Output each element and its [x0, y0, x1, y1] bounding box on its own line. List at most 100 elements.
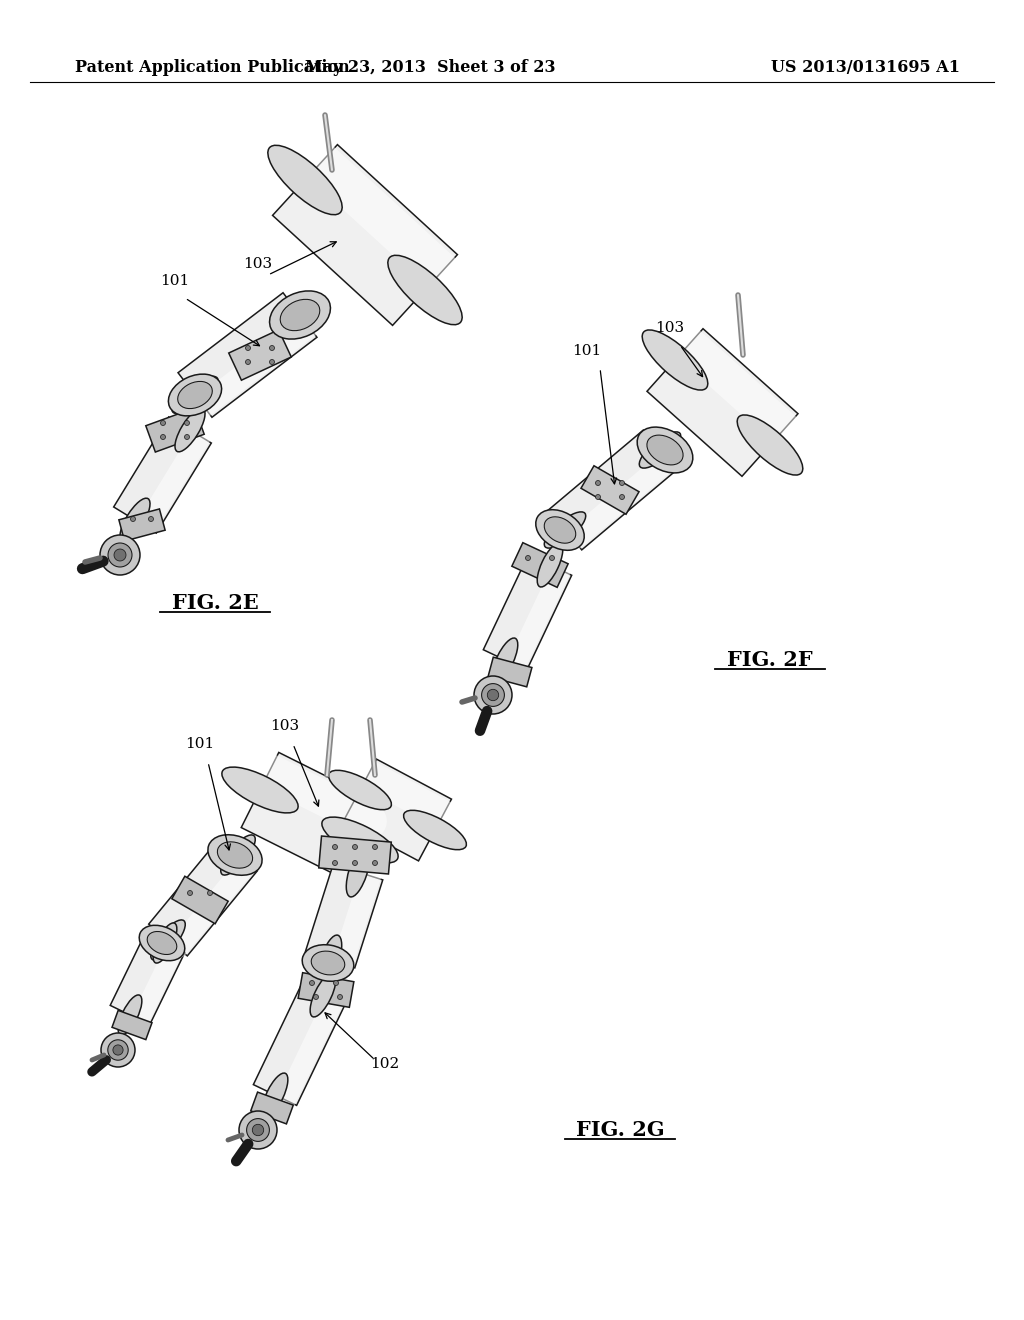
- Circle shape: [247, 1118, 269, 1142]
- Circle shape: [246, 346, 251, 351]
- Text: US 2013/0131695 A1: US 2013/0131695 A1: [771, 59, 961, 77]
- Circle shape: [148, 516, 154, 521]
- Ellipse shape: [175, 408, 205, 451]
- Circle shape: [550, 556, 555, 561]
- Polygon shape: [172, 876, 228, 924]
- Ellipse shape: [639, 432, 681, 469]
- Ellipse shape: [151, 920, 185, 960]
- Text: 103: 103: [270, 719, 300, 733]
- Ellipse shape: [311, 952, 345, 975]
- Polygon shape: [114, 417, 211, 533]
- Polygon shape: [512, 543, 568, 587]
- Polygon shape: [318, 836, 391, 874]
- Text: FIG. 2G: FIG. 2G: [575, 1119, 665, 1140]
- Ellipse shape: [544, 517, 575, 544]
- Circle shape: [474, 676, 512, 714]
- Ellipse shape: [147, 932, 177, 954]
- Circle shape: [596, 480, 600, 486]
- Text: FIG. 2E: FIG. 2E: [172, 593, 258, 612]
- Ellipse shape: [120, 498, 151, 541]
- Polygon shape: [488, 657, 531, 686]
- Circle shape: [187, 891, 193, 895]
- Circle shape: [269, 346, 274, 351]
- Ellipse shape: [268, 145, 342, 215]
- Circle shape: [333, 861, 338, 866]
- Ellipse shape: [118, 995, 142, 1035]
- Ellipse shape: [493, 638, 518, 682]
- Text: 101: 101: [572, 345, 602, 358]
- Polygon shape: [228, 330, 291, 380]
- Text: May 23, 2013  Sheet 3 of 23: May 23, 2013 Sheet 3 of 23: [305, 59, 555, 77]
- Ellipse shape: [172, 376, 218, 413]
- Circle shape: [108, 543, 132, 568]
- Text: 101: 101: [161, 275, 189, 288]
- Ellipse shape: [302, 945, 354, 981]
- Circle shape: [596, 495, 600, 499]
- Ellipse shape: [139, 925, 184, 961]
- Circle shape: [161, 434, 166, 440]
- Ellipse shape: [221, 836, 255, 875]
- Circle shape: [373, 861, 378, 866]
- Circle shape: [525, 556, 530, 561]
- Polygon shape: [483, 554, 571, 671]
- Polygon shape: [298, 973, 354, 1007]
- Text: 102: 102: [371, 1057, 399, 1071]
- Circle shape: [239, 1111, 278, 1148]
- Ellipse shape: [168, 374, 221, 416]
- Circle shape: [481, 684, 505, 706]
- Ellipse shape: [388, 255, 462, 325]
- Circle shape: [108, 1040, 128, 1060]
- Ellipse shape: [637, 428, 693, 473]
- Circle shape: [184, 434, 189, 440]
- Circle shape: [100, 535, 140, 576]
- Polygon shape: [145, 408, 204, 451]
- Polygon shape: [178, 293, 317, 417]
- Circle shape: [338, 994, 342, 999]
- Circle shape: [208, 891, 213, 895]
- Ellipse shape: [536, 510, 585, 550]
- Polygon shape: [305, 865, 383, 968]
- Ellipse shape: [269, 290, 331, 339]
- Polygon shape: [119, 510, 165, 541]
- Circle shape: [333, 845, 338, 850]
- Ellipse shape: [178, 381, 212, 409]
- Circle shape: [252, 1125, 264, 1135]
- Ellipse shape: [276, 296, 323, 334]
- Circle shape: [487, 689, 499, 701]
- Polygon shape: [253, 985, 345, 1105]
- Ellipse shape: [262, 1073, 288, 1117]
- Polygon shape: [112, 1010, 152, 1040]
- Circle shape: [161, 421, 166, 425]
- Ellipse shape: [538, 543, 563, 587]
- Polygon shape: [343, 759, 452, 861]
- Circle shape: [114, 549, 126, 561]
- Polygon shape: [581, 466, 639, 515]
- Ellipse shape: [217, 842, 253, 869]
- Ellipse shape: [318, 935, 342, 985]
- Ellipse shape: [154, 923, 177, 964]
- Ellipse shape: [329, 771, 391, 809]
- Polygon shape: [148, 840, 257, 956]
- Circle shape: [620, 495, 625, 499]
- Text: 101: 101: [185, 737, 215, 751]
- Ellipse shape: [647, 436, 683, 465]
- Circle shape: [313, 994, 318, 999]
- Polygon shape: [548, 430, 677, 550]
- Circle shape: [113, 1045, 123, 1055]
- Polygon shape: [272, 145, 458, 326]
- Ellipse shape: [642, 330, 708, 391]
- Circle shape: [352, 845, 357, 850]
- Text: 103: 103: [244, 257, 272, 271]
- Polygon shape: [251, 1092, 293, 1123]
- Text: Patent Application Publication: Patent Application Publication: [75, 59, 350, 77]
- Ellipse shape: [403, 810, 466, 850]
- Ellipse shape: [222, 767, 298, 813]
- Ellipse shape: [737, 414, 803, 475]
- Ellipse shape: [545, 512, 586, 548]
- Ellipse shape: [208, 834, 262, 875]
- Ellipse shape: [322, 817, 398, 863]
- Text: FIG. 2F: FIG. 2F: [727, 649, 813, 671]
- Ellipse shape: [310, 973, 336, 1016]
- Polygon shape: [242, 752, 379, 878]
- Circle shape: [246, 359, 251, 364]
